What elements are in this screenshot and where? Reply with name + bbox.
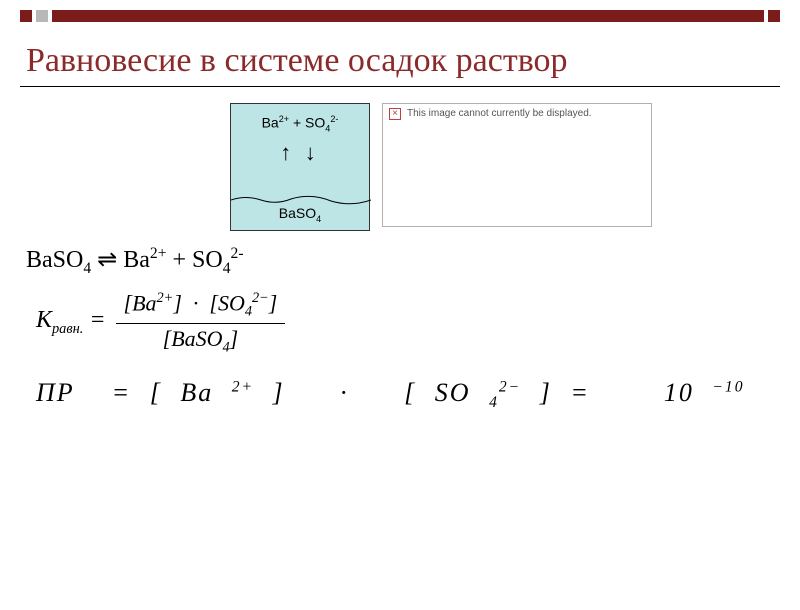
equilibrium-equation: BaSO4 ⇌ Ba2+ + SO42- <box>0 231 800 278</box>
sediment-label: BaSO4 <box>231 205 369 224</box>
k-constant-expression: Кравн. = [Ba2+] · [SO42−] [BaSO4] <box>36 290 800 356</box>
broken-image-icon: × <box>389 108 401 120</box>
beaker-diagram: Ba2+ + SO42- ↑ ↓ BaSO4 <box>230 103 370 231</box>
fraction-bar <box>116 323 286 324</box>
k-denominator: [BaSO4] <box>155 326 247 356</box>
slide-title: Равновесие в системе осадок раствор <box>0 22 800 86</box>
solubility-product-expression: ПР = [ Ba 2+ ] · [ SO 42− ] = 10 −10 <box>36 378 800 412</box>
broken-image-placeholder: × This image cannot currently be display… <box>382 103 652 227</box>
accent-square <box>36 10 48 22</box>
broken-image-message: This image cannot currently be displayed… <box>407 108 592 119</box>
k-fraction: [Ba2+] · [SO42−] [BaSO4] <box>116 290 286 356</box>
sediment-boundary <box>231 194 369 204</box>
accent-square <box>20 10 32 22</box>
accent-square <box>768 10 780 22</box>
top-accent-bar <box>0 10 800 22</box>
k-numerator: [Ba2+] · [SO42−] <box>116 290 286 321</box>
accent-strip <box>52 10 764 22</box>
equilibrium-arrows-icon: ↑ ↓ <box>231 142 369 164</box>
solution-ions-label: Ba2+ + SO42- <box>231 114 369 133</box>
diagram-row: Ba2+ + SO42- ↑ ↓ BaSO4 × This image cann… <box>0 103 800 231</box>
title-underline <box>20 86 780 87</box>
formulas: Кравн. = [Ba2+] · [SO42−] [BaSO4] ПР = [… <box>0 278 800 412</box>
k-lhs: Кравн. = <box>36 307 106 338</box>
